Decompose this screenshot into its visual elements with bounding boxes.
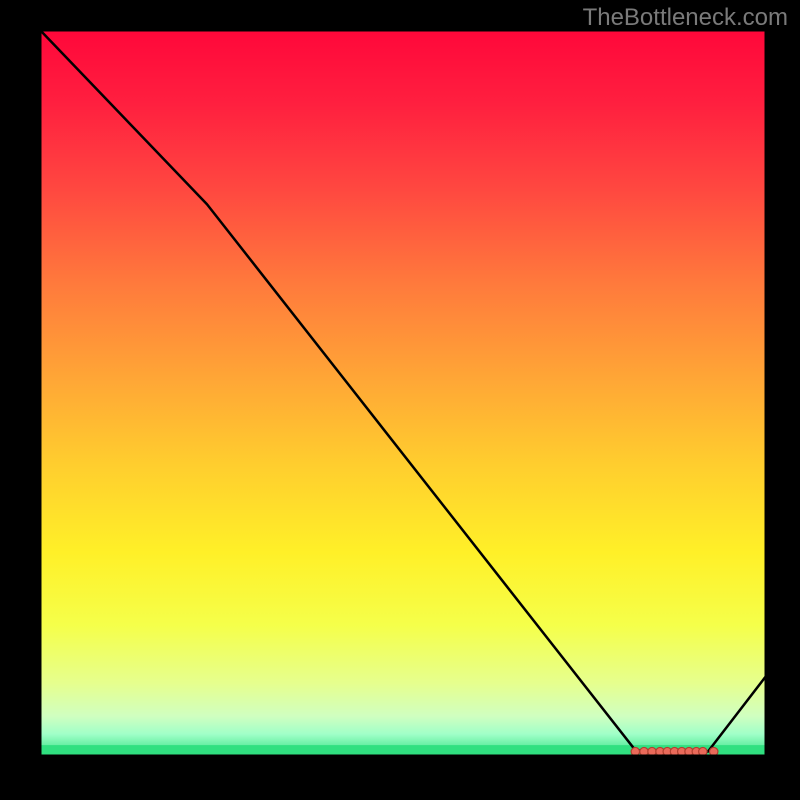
- attribution-text: TheBottleneck.com: [583, 4, 788, 32]
- plot-group: [40, 30, 766, 756]
- root: TheBottleneck.com: [0, 0, 800, 800]
- plot-background: [40, 30, 766, 756]
- bottleneck-chart: [0, 0, 800, 800]
